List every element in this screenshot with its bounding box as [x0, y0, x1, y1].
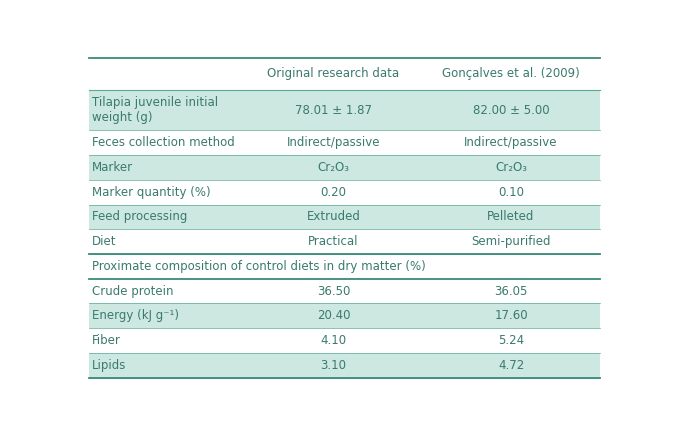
Text: Semi-purified: Semi-purified: [471, 235, 551, 248]
Text: Energy (kJ g⁻¹): Energy (kJ g⁻¹): [92, 309, 179, 322]
Text: Pelleted: Pelleted: [487, 211, 535, 223]
Text: Proximate composition of control diets in dry matter (%): Proximate composition of control diets i…: [92, 260, 426, 273]
Text: Practical: Practical: [308, 235, 359, 248]
Text: Original research data: Original research data: [267, 67, 400, 80]
Bar: [90, 229, 600, 254]
Bar: [90, 90, 600, 131]
Text: Tilapia juvenile initial
weight (g): Tilapia juvenile initial weight (g): [92, 96, 218, 124]
Text: 0.20: 0.20: [320, 186, 347, 199]
Text: Cr₂O₃: Cr₂O₃: [495, 161, 527, 174]
Bar: [90, 180, 600, 205]
Text: 17.60: 17.60: [494, 309, 528, 322]
Bar: [90, 155, 600, 180]
Text: Feces collection method: Feces collection method: [92, 136, 235, 149]
Text: 4.72: 4.72: [498, 359, 524, 372]
Text: Fiber: Fiber: [92, 334, 121, 347]
Text: Extruded: Extruded: [306, 211, 360, 223]
Text: 5.24: 5.24: [498, 334, 524, 347]
Text: Diet: Diet: [92, 235, 116, 248]
Text: Gonçalves et al. (2009): Gonçalves et al. (2009): [442, 67, 580, 80]
Bar: [90, 279, 600, 303]
Text: 4.10: 4.10: [320, 334, 347, 347]
Text: Marker: Marker: [92, 161, 133, 174]
Text: Lipids: Lipids: [92, 359, 127, 372]
Text: Crude protein: Crude protein: [92, 285, 174, 297]
Bar: [90, 254, 600, 279]
Text: Feed processing: Feed processing: [92, 211, 187, 223]
Text: Cr₂O₃: Cr₂O₃: [318, 161, 349, 174]
Text: 3.10: 3.10: [320, 359, 347, 372]
Text: 82.00 ± 5.00: 82.00 ± 5.00: [472, 104, 549, 116]
Text: Indirect/passive: Indirect/passive: [287, 136, 380, 149]
Text: 20.40: 20.40: [317, 309, 350, 322]
Bar: [90, 58, 600, 90]
Bar: [90, 131, 600, 155]
Text: 78.01 ± 1.87: 78.01 ± 1.87: [295, 104, 372, 116]
Text: Marker quantity (%): Marker quantity (%): [92, 186, 211, 199]
Text: 0.10: 0.10: [498, 186, 524, 199]
Text: 36.50: 36.50: [317, 285, 350, 297]
Bar: [90, 353, 600, 377]
Text: Indirect/passive: Indirect/passive: [464, 136, 558, 149]
Bar: [90, 328, 600, 353]
Text: 36.05: 36.05: [495, 285, 528, 297]
Bar: [90, 303, 600, 328]
Bar: [90, 205, 600, 229]
